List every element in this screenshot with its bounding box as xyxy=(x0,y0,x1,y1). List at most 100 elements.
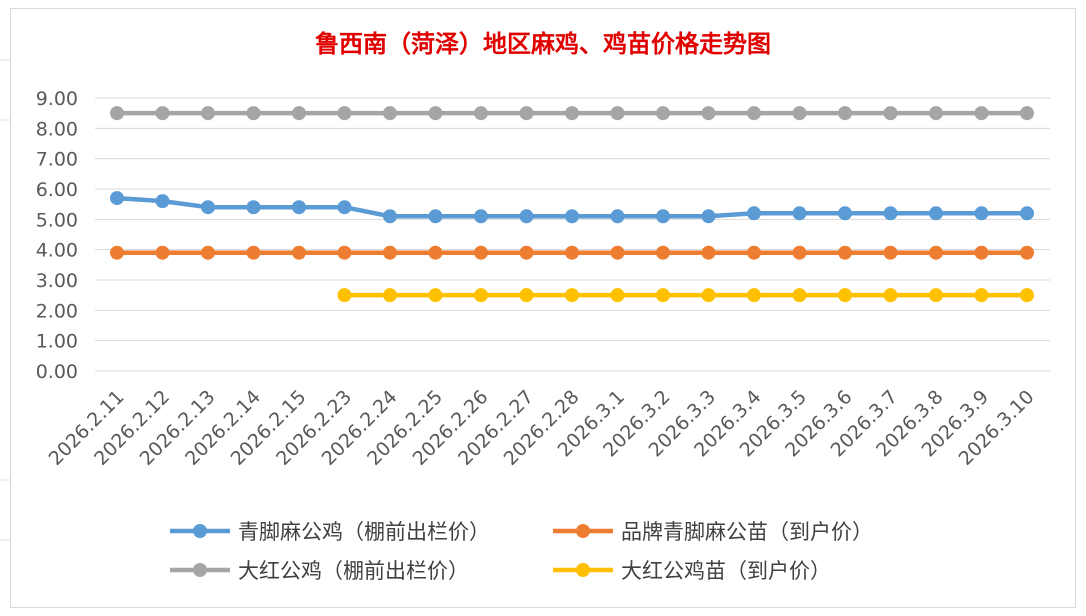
series-4 xyxy=(337,288,1034,303)
data-point[interactable] xyxy=(792,245,807,260)
data-point[interactable] xyxy=(565,288,579,303)
legend-marker xyxy=(576,524,590,538)
data-point[interactable] xyxy=(838,245,852,260)
data-point[interactable] xyxy=(519,245,534,260)
data-point[interactable] xyxy=(883,106,898,121)
data-point[interactable] xyxy=(838,206,852,221)
data-point[interactable] xyxy=(337,106,352,121)
data-point[interactable] xyxy=(974,206,989,221)
data-point[interactable] xyxy=(519,209,534,224)
data-point[interactable] xyxy=(201,200,215,215)
data-point[interactable] xyxy=(838,106,852,121)
data-point[interactable] xyxy=(474,209,488,224)
data-point[interactable] xyxy=(701,209,716,224)
data-point[interactable] xyxy=(610,245,625,260)
data-point[interactable] xyxy=(792,288,807,303)
data-point[interactable] xyxy=(474,106,488,121)
data-point[interactable] xyxy=(974,245,989,260)
data-point[interactable] xyxy=(792,106,807,121)
legend-item[interactable]: 青脚麻公鸡（棚前出栏价） xyxy=(170,520,490,544)
data-point[interactable] xyxy=(337,288,352,303)
data-point[interactable] xyxy=(929,206,943,221)
data-point[interactable] xyxy=(792,206,807,221)
legend-label: 大红公鸡（棚前出栏价） xyxy=(238,559,469,583)
data-point[interactable] xyxy=(929,288,943,303)
data-point[interactable] xyxy=(883,206,898,221)
data-point[interactable] xyxy=(519,288,534,303)
data-point[interactable] xyxy=(428,106,443,121)
data-point[interactable] xyxy=(428,209,443,224)
data-point[interactable] xyxy=(519,106,534,121)
legend-label: 青脚麻公鸡（棚前出栏价） xyxy=(238,520,490,544)
data-point[interactable] xyxy=(701,245,716,260)
data-point[interactable] xyxy=(565,209,579,224)
data-point[interactable] xyxy=(747,245,761,260)
chart-container[interactable] xyxy=(10,8,1076,608)
data-point[interactable] xyxy=(1020,106,1034,121)
data-point[interactable] xyxy=(337,200,352,215)
data-point[interactable] xyxy=(565,245,579,260)
data-point[interactable] xyxy=(974,288,989,303)
legend-marker xyxy=(576,563,590,577)
data-point[interactable] xyxy=(246,245,261,260)
data-point[interactable] xyxy=(610,288,625,303)
y-axis-ticks: 0.00 1.00 2.00 3.00 4.00 5.00 6.00 7.00 8.00 9.00 xyxy=(36,88,78,383)
legend-item[interactable]: 大红公鸡苗（到户价） xyxy=(553,559,831,583)
series-2 xyxy=(110,245,1034,260)
legend-marker xyxy=(193,524,207,538)
data-point[interactable] xyxy=(747,206,761,221)
data-point[interactable] xyxy=(292,200,306,215)
data-point[interactable] xyxy=(656,288,670,303)
data-point[interactable] xyxy=(292,106,306,121)
data-point[interactable] xyxy=(383,288,397,303)
data-point[interactable] xyxy=(474,288,488,303)
data-point[interactable] xyxy=(1020,206,1034,221)
y-tick-label: 9.00 xyxy=(36,88,78,110)
data-point[interactable] xyxy=(201,245,215,260)
data-point[interactable] xyxy=(110,106,124,121)
data-point[interactable] xyxy=(155,194,170,209)
data-point[interactable] xyxy=(974,106,989,121)
legend-label: 大红公鸡苗（到户价） xyxy=(621,559,831,583)
data-point[interactable] xyxy=(656,106,670,121)
chart-title: 鲁西南（菏泽）地区麻鸡、鸡苗价格走势图 xyxy=(315,30,771,58)
data-point[interactable] xyxy=(155,106,170,121)
data-point[interactable] xyxy=(292,245,306,260)
y-tick-label: 2.00 xyxy=(36,300,78,322)
data-point[interactable] xyxy=(610,209,625,224)
data-point[interactable] xyxy=(428,245,443,260)
data-point[interactable] xyxy=(929,245,943,260)
data-point[interactable] xyxy=(428,288,443,303)
data-point[interactable] xyxy=(110,191,124,206)
data-point[interactable] xyxy=(610,106,625,121)
legend[interactable]: 青脚麻公鸡（棚前出栏价） 品牌青脚麻公苗（到户价） 大红公鸡（棚前出栏价） 大红公鸡苗… xyxy=(170,520,873,583)
data-point[interactable] xyxy=(747,288,761,303)
data-point[interactable] xyxy=(838,288,852,303)
data-point[interactable] xyxy=(110,245,124,260)
data-point[interactable] xyxy=(201,106,215,121)
data-point[interactable] xyxy=(656,245,670,260)
data-point[interactable] xyxy=(565,106,579,121)
y-tick-label: 7.00 xyxy=(36,149,78,171)
data-point[interactable] xyxy=(701,288,716,303)
data-point[interactable] xyxy=(701,106,716,121)
data-point[interactable] xyxy=(474,245,488,260)
data-point[interactable] xyxy=(883,288,898,303)
data-point[interactable] xyxy=(383,245,397,260)
data-point[interactable] xyxy=(883,245,898,260)
data-point[interactable] xyxy=(747,106,761,121)
y-tick-label: 5.00 xyxy=(36,209,78,231)
data-point[interactable] xyxy=(337,245,352,260)
data-point[interactable] xyxy=(1020,245,1034,260)
data-point[interactable] xyxy=(383,209,397,224)
data-point[interactable] xyxy=(656,209,670,224)
data-point[interactable] xyxy=(929,106,943,121)
data-point[interactable] xyxy=(246,200,261,215)
data-point[interactable] xyxy=(383,106,397,121)
legend-item[interactable]: 品牌青脚麻公苗（到户价） xyxy=(553,520,873,544)
data-point[interactable] xyxy=(1020,288,1034,303)
data-point[interactable] xyxy=(246,106,261,121)
data-point[interactable] xyxy=(155,245,170,260)
legend-item[interactable]: 大红公鸡（棚前出栏价） xyxy=(170,559,469,583)
